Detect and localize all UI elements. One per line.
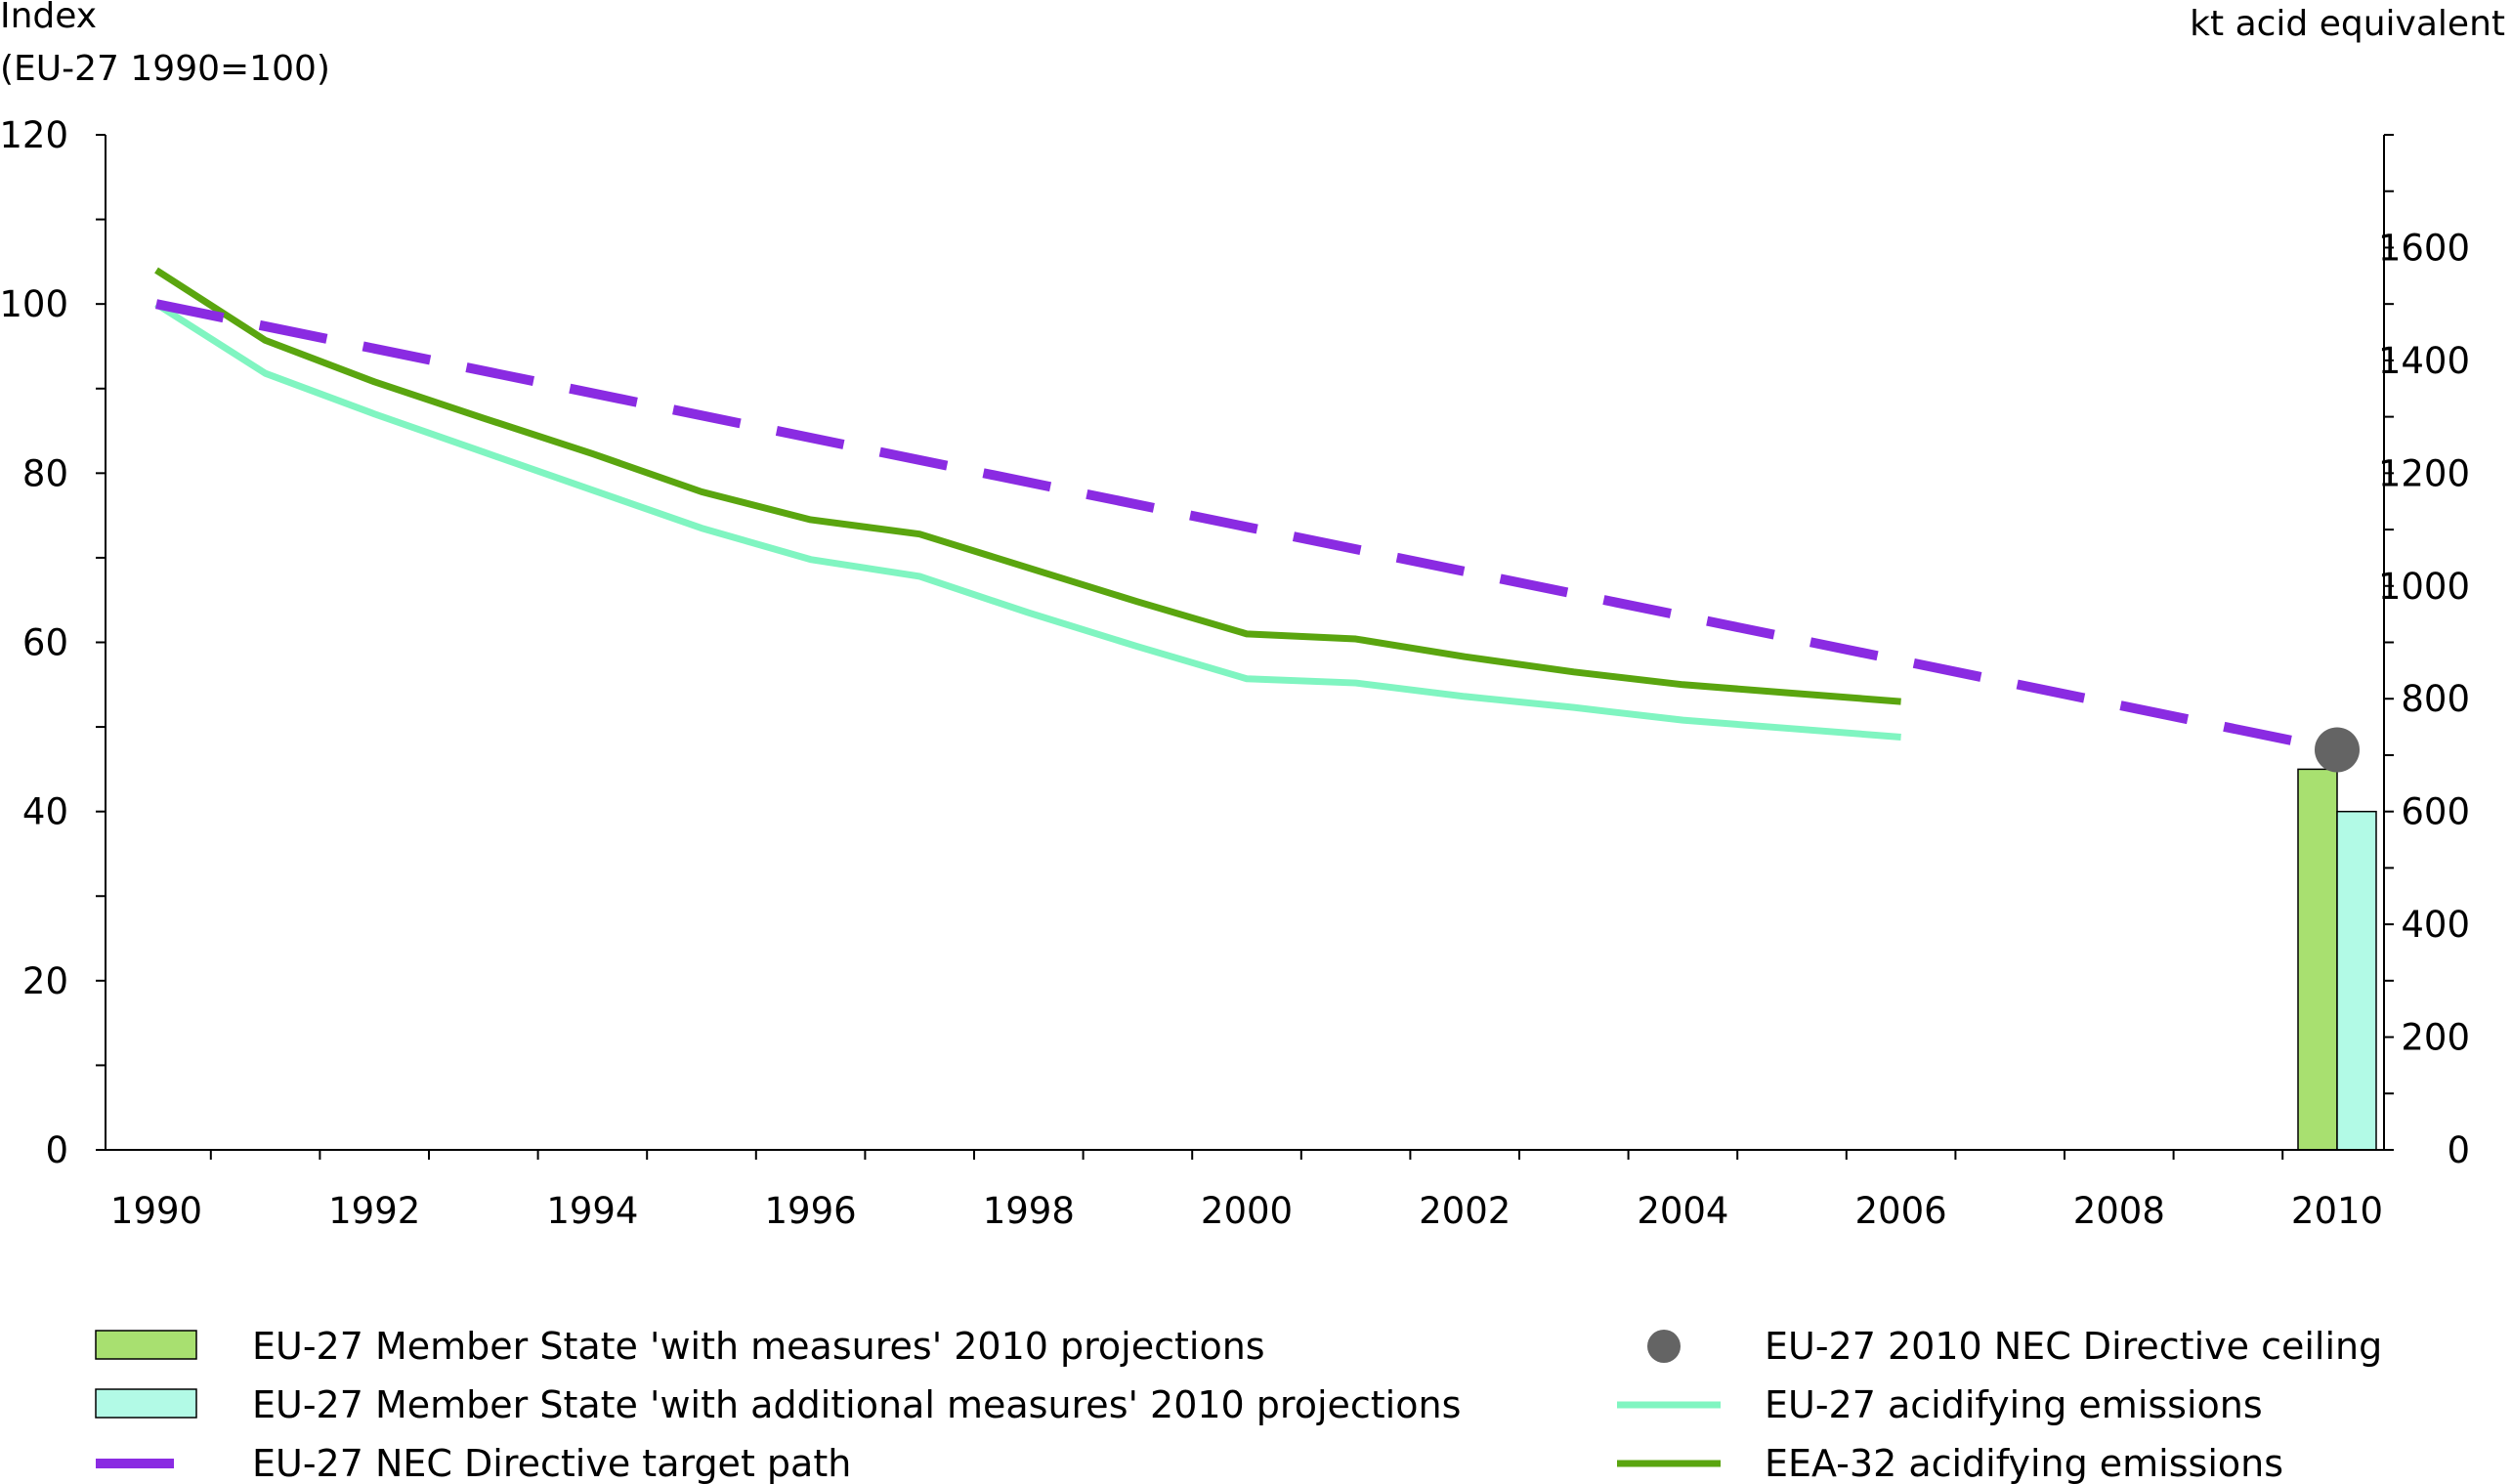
left-tick-label: 100 xyxy=(0,283,68,325)
legend-label: EU-27 Member State 'with additional meas… xyxy=(252,1383,1461,1426)
left-tick-label: 80 xyxy=(22,452,68,494)
nec-target-path-line xyxy=(154,299,2339,755)
x-tick-label: 2008 xyxy=(2073,1190,2165,1232)
left-tick-label: 120 xyxy=(0,114,68,156)
eu27-emissions-line xyxy=(154,301,1901,741)
x-tick-label: 1990 xyxy=(110,1190,202,1232)
right-tick-label: 1200 xyxy=(2378,452,2470,494)
x-tick-label: 1992 xyxy=(328,1190,420,1232)
left-tick-label: 0 xyxy=(45,1129,68,1171)
legend-swatch-dot xyxy=(1647,1330,1681,1363)
right-tick-label: 600 xyxy=(2401,791,2470,833)
x-tick-label: 1994 xyxy=(546,1190,638,1232)
right-tick-label: 0 xyxy=(2447,1129,2470,1171)
legend-label: EU-27 Member State 'with measures' 2010 … xyxy=(252,1325,1265,1368)
nec-ceiling-point xyxy=(2315,727,2360,773)
x-tick-label: 2000 xyxy=(1201,1190,1293,1232)
bar-with-measures-2010 xyxy=(2297,768,2338,1151)
legend-label: EU-27 2010 NEC Directive ceiling xyxy=(1765,1325,2382,1368)
bar-with-additional-measures-2010 xyxy=(2336,810,2377,1151)
legend-label: EU-27 NEC Directive target path xyxy=(252,1442,851,1484)
eea32-emissions-line xyxy=(154,267,1901,705)
legend-swatch-box xyxy=(95,1388,197,1419)
x-tick-label: 2002 xyxy=(1419,1190,1511,1232)
right-tick-label: 800 xyxy=(2401,678,2470,720)
right-tick-label: 400 xyxy=(2401,904,2470,946)
right-tick-label: 1000 xyxy=(2378,566,2470,608)
x-tick-label: 1998 xyxy=(983,1190,1075,1232)
x-tick-label: 2004 xyxy=(1637,1190,1728,1232)
right-tick-label: 200 xyxy=(2401,1017,2470,1059)
legend-label: EU-27 acidifying emissions xyxy=(1765,1383,2263,1426)
right-tick-label: 1600 xyxy=(2378,227,2470,269)
right-axis-title: kt acid equivalent xyxy=(2190,4,2505,44)
legend-swatch-box xyxy=(95,1330,197,1360)
left-tick-label: 20 xyxy=(22,960,68,1002)
x-tick-label: 1996 xyxy=(765,1190,857,1232)
x-tick-label: 2006 xyxy=(1855,1190,1947,1232)
left-tick-label: 40 xyxy=(22,791,68,833)
left-axis-title-line2: (EU-27 1990=100) xyxy=(0,49,330,89)
x-tick-label: 2010 xyxy=(2291,1190,2383,1232)
left-tick-label: 60 xyxy=(22,622,68,664)
legend-label: EEA-32 acidifying emissions xyxy=(1765,1442,2283,1484)
right-tick-label: 1400 xyxy=(2378,340,2470,382)
left-axis-title-line1: Index xyxy=(0,0,97,36)
